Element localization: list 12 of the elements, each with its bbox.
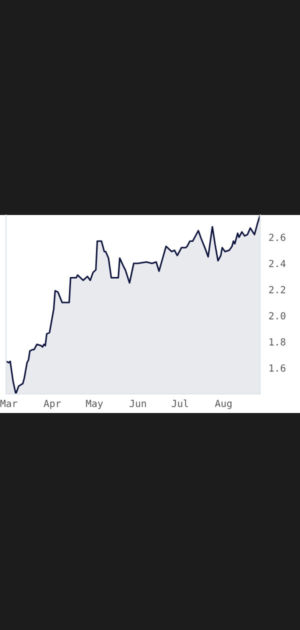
- y-tick-label: 2.2: [269, 286, 286, 294]
- x-tick-label: May: [86, 400, 103, 410]
- y-tick-label: 2.0: [269, 312, 286, 320]
- x-tick-label: Jun: [130, 400, 146, 408]
- x-tick-label: Jul: [172, 400, 188, 408]
- y-tick-label: 2.6: [269, 234, 286, 242]
- x-tick-label: Aug: [214, 400, 232, 410]
- y-tick-label: 1.8: [270, 338, 286, 346]
- x-tick-label: Mar: [0, 400, 18, 408]
- y-tick-label: 2.4: [269, 260, 286, 268]
- x-tick-label: Apr: [44, 400, 61, 410]
- y-tick-label: 1.6: [270, 364, 286, 372]
